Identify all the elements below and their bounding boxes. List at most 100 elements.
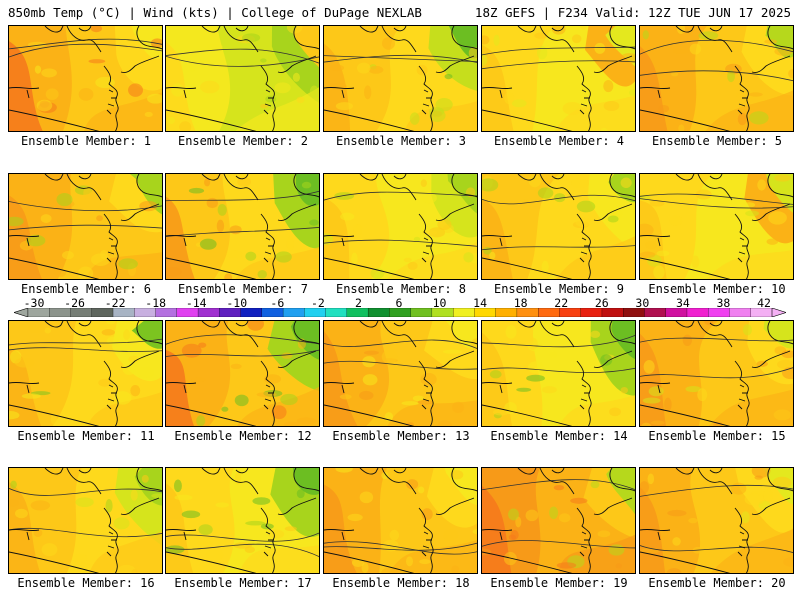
ensemble-member-label: Ensemble Member: 18 <box>332 576 470 590</box>
colorbar-swatch <box>623 308 645 317</box>
temperature-field <box>482 26 635 131</box>
colorbar-tick-label: 2 <box>354 296 362 310</box>
map-title: 850mb Temp (°C) | Wind (kts) | College o… <box>8 5 422 20</box>
colorbar-swatch <box>240 308 263 317</box>
temperature-field <box>9 468 162 573</box>
colorbar-swatch <box>601 308 624 317</box>
ensemble-member-map <box>481 467 636 574</box>
temperature-field <box>166 174 319 279</box>
colorbar-swatch <box>538 308 560 317</box>
colorbar-swatch <box>70 308 93 317</box>
ensemble-member-label: Ensemble Member: 11 <box>17 429 155 443</box>
ensemble-member-map <box>8 467 163 574</box>
colorbar-swatch <box>559 308 582 317</box>
temperature-field <box>324 174 477 279</box>
colorbar-swatch <box>495 308 518 317</box>
temperature-field <box>9 321 162 426</box>
temperature-field <box>166 26 319 131</box>
ensemble-member-map <box>165 25 320 132</box>
ensemble-member-label: Ensemble Member: 16 <box>17 576 155 590</box>
colorbar-swatch <box>282 308 305 317</box>
valid-time: 18Z GEFS | F234 Valid: 12Z TUE JUN 17 20… <box>474 5 791 20</box>
ensemble-member-label: Ensemble Member: 17 <box>174 576 312 590</box>
temperature-field <box>640 26 793 131</box>
colorbar-swatch <box>665 308 688 317</box>
colorbar-tick-label: 10 <box>432 296 447 310</box>
colorbar-swatch <box>134 308 156 317</box>
ensemble-member-map <box>481 25 636 132</box>
colorbar-swatch <box>27 308 50 317</box>
ensemble-member-map <box>165 467 320 574</box>
ensemble-member-map <box>639 25 794 132</box>
temperature-field <box>640 321 793 426</box>
colorbar-tick-label: 34 <box>675 296 690 310</box>
ensemble-member-label: Ensemble Member: 4 <box>493 134 625 148</box>
colorbar-swatch <box>346 308 369 317</box>
colorbar-tick-label: 38 <box>716 296 731 310</box>
colorbar-tick-label: -22 <box>104 296 126 310</box>
ensemble-member-label: Ensemble Member: 10 <box>648 282 786 296</box>
colorbar-tick-label: -30 <box>23 296 45 310</box>
colorbar-labels: -30 -26 -22 -18 -14 -10 -6 -2 2 6 10 14 18 22 26 30 34 38… <box>0 296 800 310</box>
colorbar-tick-label: -18 <box>145 296 167 310</box>
colorbar-tick-label: 26 <box>594 296 609 310</box>
temperature-field <box>640 174 793 279</box>
ensemble-member-label: Ensemble Member: 13 <box>332 429 470 443</box>
colorbar-swatch <box>750 308 773 317</box>
ensemble-member-map <box>639 320 794 427</box>
temperature-field <box>9 26 162 131</box>
colorbar-swatch <box>431 308 454 317</box>
ensemble-member-map <box>165 173 320 280</box>
ensemble-member-map <box>323 25 478 132</box>
ensemble-member-label: Ensemble Member: 8 <box>335 282 467 296</box>
temperature-field <box>482 321 635 426</box>
colorbar-swatch <box>644 308 667 317</box>
colorbar-tick-label: -6 <box>270 296 285 310</box>
colorbar-swatch <box>304 308 327 317</box>
colorbar-swatch <box>155 308 178 317</box>
ensemble-member-label: Ensemble Member: 2 <box>177 134 309 148</box>
colorbar-tick-label: 6 <box>395 296 403 310</box>
colorbar-tick-label: 18 <box>513 296 528 310</box>
colorbar-swatch <box>516 308 539 317</box>
ensemble-member-label: Ensemble Member: 1 <box>20 134 152 148</box>
colorbar-swatch <box>112 308 135 317</box>
colorbar-swatch <box>91 308 114 317</box>
colorbar-tick-label: -10 <box>226 296 248 310</box>
temperature-field <box>324 321 477 426</box>
colorbar-swatch <box>729 308 752 317</box>
ensemble-member-map <box>323 173 478 280</box>
temperature-field <box>482 468 635 573</box>
ensemble-member-map <box>323 467 478 574</box>
ensemble-member-label: Ensemble Member: 12 <box>174 429 312 443</box>
colorbar-tick-label: 30 <box>635 296 650 310</box>
temperature-field <box>324 26 477 131</box>
colorbar-swatch <box>452 308 475 317</box>
colorbar-swatch <box>389 308 412 317</box>
colorbar-swatch <box>49 308 71 317</box>
colorbar-swatch <box>219 308 242 317</box>
ensemble-member-map <box>165 320 320 427</box>
colorbar-tick-label: -14 <box>185 296 207 310</box>
ensemble-member-map <box>323 320 478 427</box>
ensemble-member-map <box>8 25 163 132</box>
ensemble-member-label: Ensemble Member: 19 <box>490 576 628 590</box>
ensemble-member-label: Ensemble Member: 15 <box>648 429 786 443</box>
ensemble-member-label: Ensemble Member: 9 <box>493 282 625 296</box>
colorbar-tick-label: -26 <box>64 296 85 310</box>
ensemble-member-label: Ensemble Member: 7 <box>177 282 309 296</box>
temperature-colorbar <box>14 308 786 317</box>
colorbar-swatch <box>708 308 730 317</box>
ensemble-member-label: Ensemble Member: 3 <box>335 134 467 148</box>
temperature-field <box>166 321 319 426</box>
ensemble-member-map <box>481 320 636 427</box>
temperature-field <box>166 468 319 573</box>
ensemble-member-label: Ensemble Member: 14 <box>490 429 628 443</box>
colorbar-tick-label: 22 <box>554 296 569 310</box>
colorbar-swatch <box>367 308 390 317</box>
ensemble-member-map <box>481 173 636 280</box>
ensemble-member-map <box>8 320 163 427</box>
colorbar-swatch <box>325 308 348 317</box>
ensemble-member-map <box>8 173 163 280</box>
colorbar-swatch <box>686 308 709 317</box>
